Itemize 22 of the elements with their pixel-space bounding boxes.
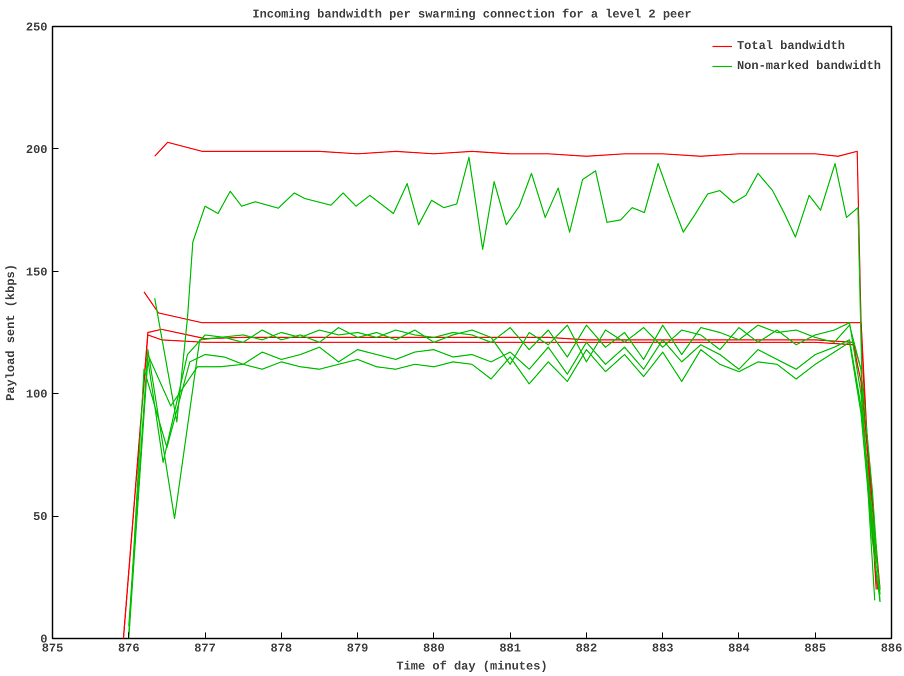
x-tick-label: 876 (118, 642, 140, 656)
x-tick-label: 878 (270, 642, 292, 656)
x-tick-label: 875 (42, 642, 64, 656)
y-tick-label: 150 (26, 265, 48, 280)
x-tick-label: 886 (880, 642, 902, 656)
y-axis-title: Payload sent (kbps) (4, 264, 18, 401)
legend-label: Total bandwidth (736, 39, 845, 53)
x-tick-label: 883 (652, 642, 674, 656)
legend-label: Non-marked bandwidth (736, 59, 881, 73)
x-tick-label: 884 (728, 642, 750, 656)
y-tick-label: 100 (26, 388, 48, 402)
y-tick-label: 50 (33, 510, 48, 524)
y-tick-label: 200 (26, 142, 48, 157)
y-tick-label: 250 (26, 20, 48, 34)
x-tick-label: 881 (499, 642, 521, 656)
x-tick-label: 879 (346, 642, 368, 656)
x-axis-title: Time of day (minutes) (396, 660, 548, 674)
x-tick-label: 885 (804, 642, 826, 656)
x-tick-label: 880 (423, 642, 445, 656)
x-tick-label: 877 (194, 642, 216, 656)
chart-title: Incoming bandwidth per swarming connection for a level 2 peer (252, 8, 692, 22)
x-tick-label: 882 (576, 642, 598, 656)
